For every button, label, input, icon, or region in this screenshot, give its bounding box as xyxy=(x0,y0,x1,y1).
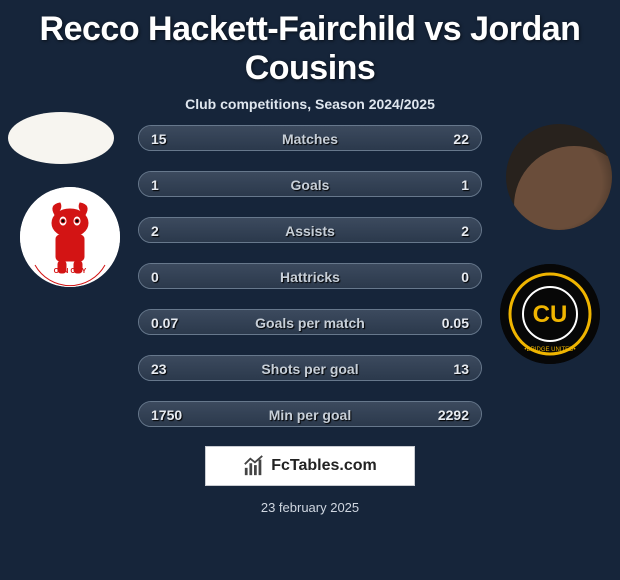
stat-value-right: 2 xyxy=(461,218,469,242)
stat-value-right: 0.05 xyxy=(442,310,469,334)
page-title: Recco Hackett-Fairchild vs Jordan Cousin… xyxy=(0,0,620,88)
stat-label: Shots per goal xyxy=(139,356,481,380)
stat-label: Goals per match xyxy=(139,310,481,334)
stat-value-right: 1 xyxy=(461,172,469,196)
brand-badge: FcTables.com xyxy=(205,446,415,486)
stat-label: Hattricks xyxy=(139,264,481,288)
stat-row-min-per-goal: 1750Min per goal2292 xyxy=(138,401,482,427)
player2-club-logo: CU •BRIDGE UNITED• xyxy=(500,264,600,364)
stat-value-right: 13 xyxy=(453,356,469,380)
stat-label: Assists xyxy=(139,218,481,242)
brand-icon xyxy=(243,455,265,477)
player1-photo xyxy=(8,112,114,164)
stat-row-goals-per-match: 0.07Goals per match0.05 xyxy=(138,309,482,335)
svg-text:•BRIDGE UNITED•: •BRIDGE UNITED• xyxy=(524,347,575,353)
stat-label: Goals xyxy=(139,172,481,196)
player1-club-logo: OLN CITY xyxy=(20,187,120,287)
stat-row-matches: 15Matches22 xyxy=(138,125,482,151)
stat-row-goals: 1Goals1 xyxy=(138,171,482,197)
stat-label: Matches xyxy=(139,126,481,150)
stat-row-hattricks: 0Hattricks0 xyxy=(138,263,482,289)
player2-club-initials: CU xyxy=(533,301,568,328)
stat-value-right: 22 xyxy=(453,126,469,150)
player2-photo xyxy=(506,124,612,230)
stat-row-shots-per-goal: 23Shots per goal13 xyxy=(138,355,482,381)
stat-value-right: 0 xyxy=(461,264,469,288)
stat-value-right: 2292 xyxy=(438,402,469,426)
stat-label: Min per goal xyxy=(139,402,481,426)
stat-rows: 15Matches22 1Goals1 2Assists2 0Hattricks0 0.… xyxy=(138,125,482,447)
page-subtitle: Club competitions, Season 2024/2025 xyxy=(0,96,620,112)
svg-text:OLN CITY: OLN CITY xyxy=(54,268,87,275)
brand-text: FcTables.com xyxy=(271,457,377,475)
page-date: 23 february 2025 xyxy=(0,500,620,515)
stat-row-assists: 2Assists2 xyxy=(138,217,482,243)
